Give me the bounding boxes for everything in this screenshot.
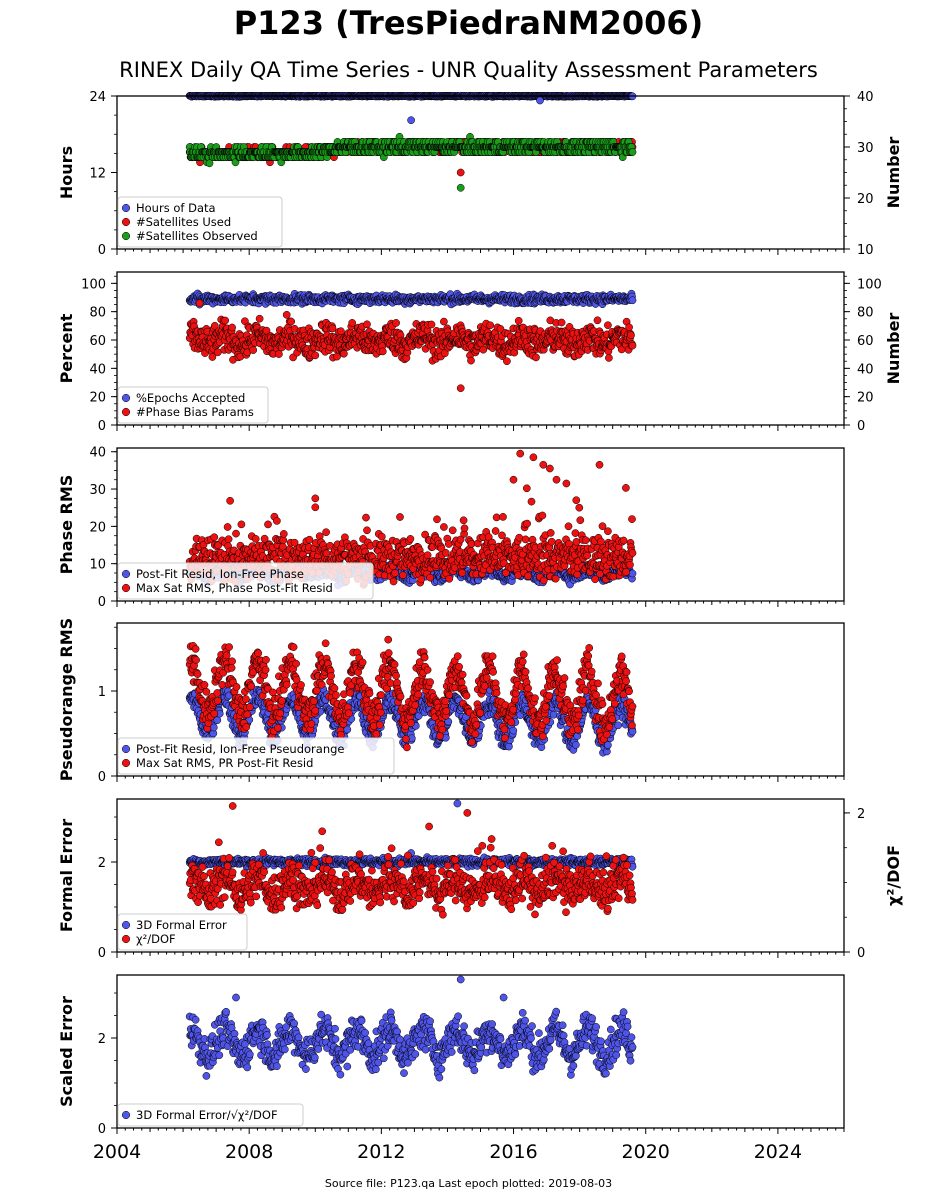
- series-green-points: [185, 132, 637, 192]
- y-tick-label: 20: [89, 391, 106, 406]
- y2-tick-label: 60: [857, 334, 874, 349]
- data-point: [628, 341, 637, 350]
- y-axis-title: Percent: [57, 313, 76, 383]
- y2-tick-label: 40: [857, 90, 874, 105]
- data-point: [328, 324, 337, 333]
- data-point: [378, 347, 387, 356]
- y-tick-label: 0: [98, 419, 106, 434]
- legend-marker: [121, 231, 131, 241]
- y2-tick-label: 0: [857, 419, 865, 434]
- outlier-point: [205, 159, 214, 168]
- legend-label: #Phase Bias Params: [136, 405, 254, 419]
- data-point: [514, 316, 523, 325]
- legend-label: %Epochs Accepted: [136, 391, 245, 405]
- data-point: [213, 348, 222, 357]
- legend-marker: [121, 203, 131, 213]
- legend: %Epochs Accepted#Phase Bias Params: [117, 386, 269, 424]
- figure-subtitle: RINEX Daily QA Time Series - UNR Quality…: [119, 58, 818, 82]
- data-point: [503, 357, 511, 366]
- series-blue-points: [185, 289, 637, 309]
- y-axis-title: Hours: [57, 146, 76, 199]
- data-point: [363, 320, 371, 329]
- y2-tick-label: 100: [857, 277, 882, 292]
- figure-title: P123 (TresPiedraNM2006): [233, 4, 704, 42]
- data-point: [593, 316, 602, 325]
- y-tick-label: 24: [89, 90, 106, 105]
- outlier-point: [407, 116, 415, 125]
- data-point: [348, 319, 357, 327]
- outlier-point: [456, 168, 465, 177]
- data-point: [604, 321, 612, 330]
- data-point: [392, 319, 400, 327]
- legend: Hours of Data#Satellites Used#Satellites…: [117, 196, 283, 248]
- y-tick-label: 80: [89, 306, 106, 321]
- data-point: [275, 350, 283, 358]
- y-tick-label: 12: [89, 167, 106, 182]
- y2-tick-label: 30: [857, 141, 874, 156]
- legend-marker: [121, 393, 131, 403]
- outlier-point: [456, 183, 465, 192]
- y-tick-label: 100: [81, 277, 106, 292]
- y2-tick-label: 10: [857, 243, 874, 258]
- data-point: [532, 353, 540, 362]
- data-point: [255, 314, 264, 323]
- data-point: [228, 323, 236, 332]
- legend-label: #Satellites Observed: [136, 229, 258, 243]
- legend-label: #Satellites Used: [136, 215, 231, 229]
- panel-2: 0 20 40 60 80 100 Percent 0 20 40 60 80 100 Number %Ep…: [57, 271, 903, 434]
- data-point: [440, 317, 448, 326]
- data-point: [557, 318, 566, 327]
- y2-tick-label: 20: [857, 192, 874, 207]
- y2-tick-label: 20: [857, 391, 874, 406]
- outlier-point: [195, 299, 204, 308]
- data-point: [625, 323, 633, 332]
- legend-label: Hours of Data: [136, 201, 216, 215]
- data-point: [249, 346, 258, 354]
- y-tick-label: 0: [98, 243, 106, 258]
- y2-axis-title: Number: [884, 313, 903, 385]
- data-point: [287, 317, 296, 326]
- y-tick-label: 60: [89, 334, 106, 349]
- data-point: [337, 327, 345, 336]
- data-point: [427, 320, 436, 329]
- y2-tick-label: 80: [857, 306, 874, 321]
- data-point: [282, 310, 291, 319]
- data-point: [340, 349, 348, 358]
- outlier-point: [456, 384, 465, 393]
- legend-marker: [121, 217, 131, 227]
- y2-tick-label: 40: [857, 362, 874, 377]
- data-point: [221, 316, 230, 325]
- data-point: [628, 296, 637, 305]
- series-red-points: [185, 299, 637, 393]
- data-point: [467, 356, 475, 365]
- data-point: [605, 354, 613, 362]
- outlier-point: [536, 96, 544, 105]
- y2-axis-title: Number: [884, 137, 903, 209]
- data-point: [311, 351, 320, 360]
- data-point: [486, 321, 495, 330]
- data-point: [627, 331, 635, 340]
- data-point: [628, 148, 637, 156]
- y-tick-label: 40: [89, 362, 106, 377]
- legend-marker: [121, 407, 131, 417]
